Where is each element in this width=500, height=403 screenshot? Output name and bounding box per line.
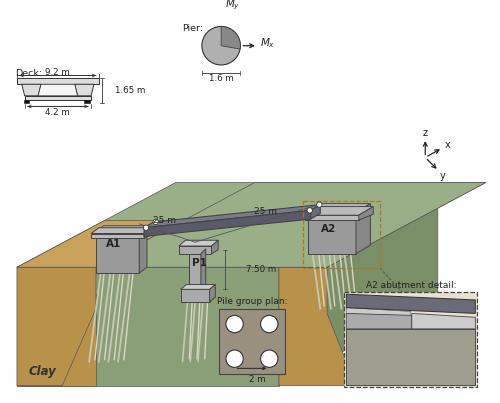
Wedge shape bbox=[221, 27, 240, 49]
Polygon shape bbox=[346, 307, 411, 317]
Polygon shape bbox=[346, 314, 412, 329]
Polygon shape bbox=[96, 232, 140, 273]
Polygon shape bbox=[17, 267, 96, 386]
Text: z: z bbox=[423, 128, 428, 138]
Polygon shape bbox=[17, 79, 99, 84]
Text: 4.2 m: 4.2 m bbox=[45, 108, 70, 116]
Polygon shape bbox=[24, 96, 91, 100]
Polygon shape bbox=[279, 183, 438, 386]
Text: A2 abutment detail:: A2 abutment detail: bbox=[366, 281, 456, 290]
Polygon shape bbox=[412, 314, 476, 329]
Text: Pile group plan:: Pile group plan: bbox=[216, 297, 287, 306]
Text: 25 m: 25 m bbox=[153, 216, 176, 226]
Polygon shape bbox=[305, 207, 374, 215]
Polygon shape bbox=[201, 249, 205, 289]
Text: y: y bbox=[440, 171, 446, 181]
Polygon shape bbox=[346, 294, 476, 314]
Polygon shape bbox=[180, 285, 216, 289]
Polygon shape bbox=[180, 289, 210, 302]
Text: 7.50 m: 7.50 m bbox=[246, 265, 276, 274]
Polygon shape bbox=[140, 226, 147, 273]
Polygon shape bbox=[212, 240, 218, 254]
Text: 1.65 m: 1.65 m bbox=[115, 87, 146, 96]
Polygon shape bbox=[17, 267, 279, 386]
Text: P1: P1 bbox=[192, 258, 206, 268]
Polygon shape bbox=[74, 84, 94, 96]
Polygon shape bbox=[308, 204, 370, 212]
Polygon shape bbox=[91, 228, 152, 233]
Polygon shape bbox=[22, 84, 41, 96]
Polygon shape bbox=[17, 294, 96, 386]
Polygon shape bbox=[210, 285, 216, 302]
Circle shape bbox=[316, 202, 322, 207]
Polygon shape bbox=[359, 207, 374, 220]
Bar bbox=[303, 201, 380, 268]
Text: A1: A1 bbox=[106, 239, 121, 249]
Polygon shape bbox=[305, 215, 359, 220]
Text: $M_y$: $M_y$ bbox=[225, 0, 240, 12]
Circle shape bbox=[260, 316, 278, 333]
Text: Pier:: Pier: bbox=[182, 24, 204, 33]
Polygon shape bbox=[17, 183, 438, 267]
Polygon shape bbox=[17, 220, 183, 267]
Polygon shape bbox=[91, 233, 144, 238]
Polygon shape bbox=[144, 205, 320, 228]
Circle shape bbox=[153, 219, 158, 224]
Text: A2: A2 bbox=[322, 224, 336, 234]
Polygon shape bbox=[144, 228, 152, 238]
Circle shape bbox=[202, 27, 240, 65]
Polygon shape bbox=[84, 100, 90, 104]
Polygon shape bbox=[38, 84, 78, 96]
Polygon shape bbox=[96, 183, 486, 267]
Circle shape bbox=[144, 225, 148, 231]
Text: 25 m: 25 m bbox=[254, 207, 278, 216]
Polygon shape bbox=[310, 205, 320, 219]
Text: Clay: Clay bbox=[29, 365, 57, 378]
Bar bbox=[344, 292, 478, 386]
Polygon shape bbox=[308, 212, 356, 254]
Polygon shape bbox=[178, 246, 212, 254]
Text: 9.2 m: 9.2 m bbox=[45, 68, 70, 77]
Circle shape bbox=[226, 350, 244, 368]
Circle shape bbox=[260, 350, 278, 368]
Text: x: x bbox=[444, 140, 450, 150]
Polygon shape bbox=[279, 267, 356, 386]
Polygon shape bbox=[356, 204, 370, 254]
Text: 1.6 m: 1.6 m bbox=[208, 74, 234, 83]
Polygon shape bbox=[346, 329, 476, 385]
Text: Deck:: Deck: bbox=[15, 69, 42, 78]
Polygon shape bbox=[190, 254, 201, 289]
Circle shape bbox=[226, 316, 244, 333]
Text: $M_x$: $M_x$ bbox=[260, 36, 275, 50]
Polygon shape bbox=[144, 210, 310, 237]
Circle shape bbox=[307, 208, 312, 213]
Polygon shape bbox=[96, 226, 147, 232]
Polygon shape bbox=[346, 329, 476, 385]
Text: 2 m: 2 m bbox=[250, 375, 266, 384]
Bar bbox=[219, 309, 284, 374]
Polygon shape bbox=[279, 183, 486, 267]
Polygon shape bbox=[178, 240, 218, 246]
Polygon shape bbox=[24, 100, 30, 104]
